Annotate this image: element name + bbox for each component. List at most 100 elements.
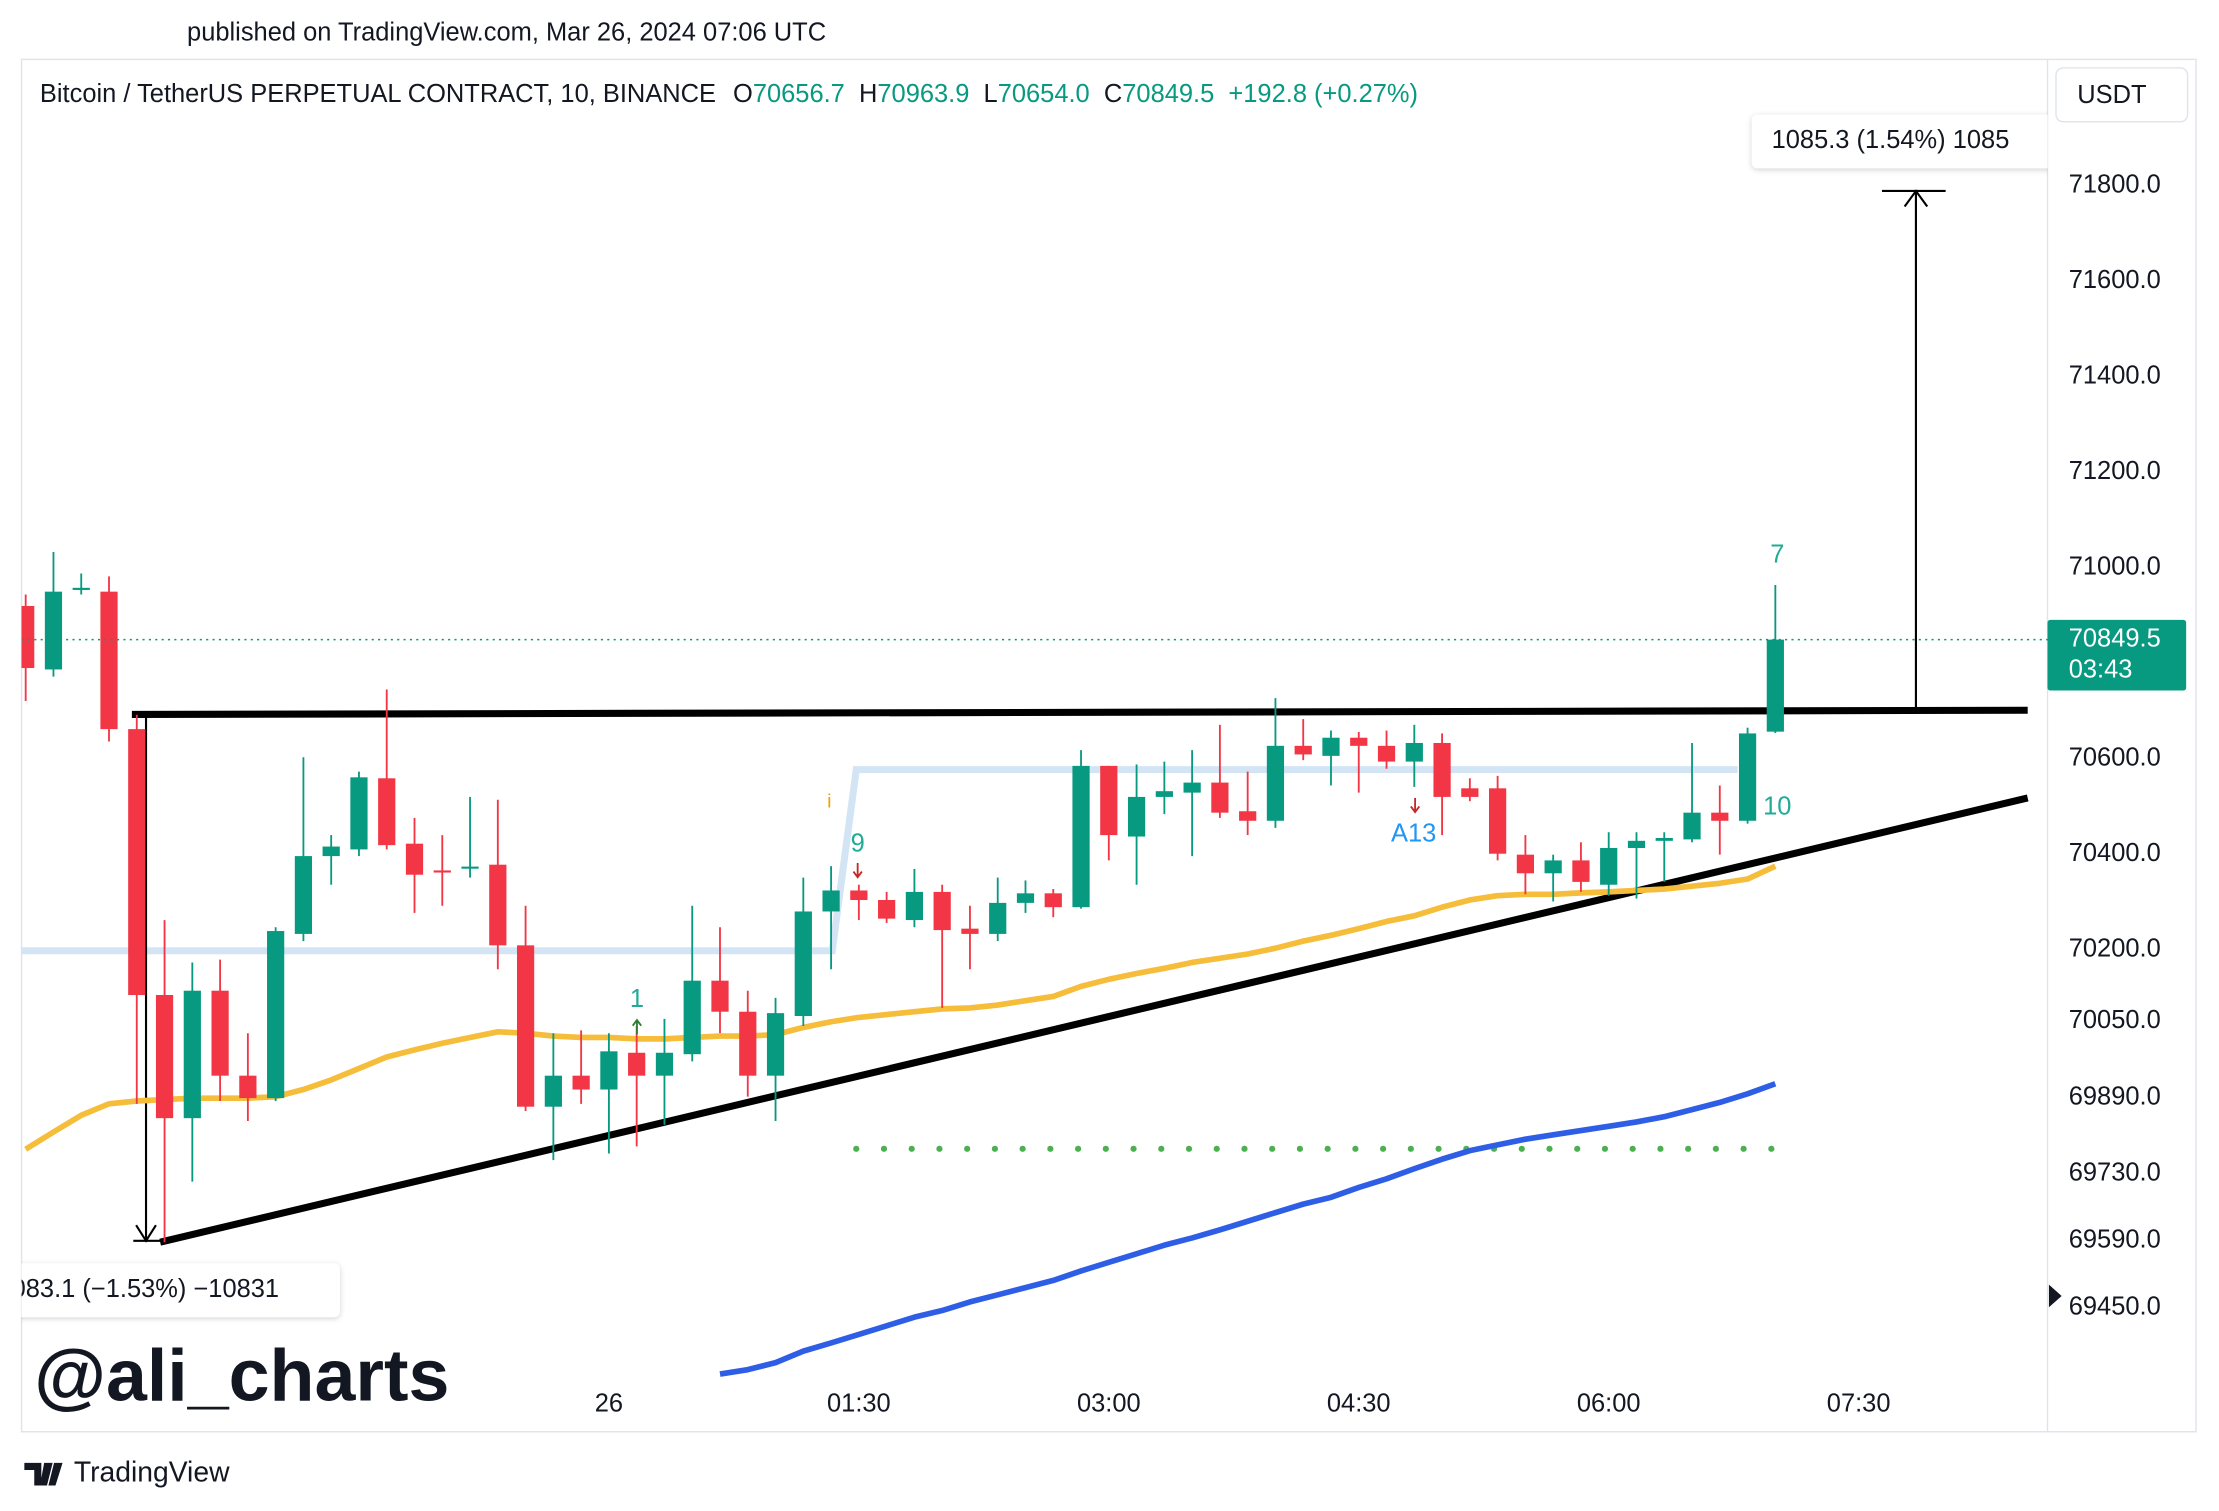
stop-dots <box>853 1145 1775 1152</box>
candle-body <box>461 866 479 869</box>
y-tick-label: 70400.0 <box>2069 839 2161 867</box>
x-tick-label: 01:30 <box>827 1390 891 1418</box>
footer-brand: TradingView <box>74 1456 230 1488</box>
candle-body <box>655 1052 674 1076</box>
watermark: @ali_charts <box>34 1333 449 1416</box>
candle-body <box>1072 765 1090 908</box>
published-note: published on TradingView.com, Mar 26, 20… <box>187 19 826 47</box>
candle-body <box>1766 639 1784 732</box>
candle-body <box>683 980 701 1055</box>
signal-label: 7 <box>1770 541 1784 569</box>
signal-arrow <box>852 863 863 879</box>
stop-dot <box>1047 1145 1054 1152</box>
measure-box <box>21 1263 340 1318</box>
candle-body <box>1572 860 1590 882</box>
candle-body <box>72 587 90 590</box>
y-tick-label: 71000.0 <box>2069 553 2161 581</box>
logo-mark <box>24 1462 63 1486</box>
candle-body <box>1044 893 1062 908</box>
stop-dot <box>1768 1145 1775 1152</box>
y-tick-label: 71400.0 <box>2069 362 2161 390</box>
series-layer <box>21 552 2048 1377</box>
stop-dot <box>1712 1145 1719 1152</box>
candle-body <box>350 777 368 850</box>
candle-body <box>766 1013 785 1076</box>
candle-body <box>1655 837 1673 841</box>
candle-body <box>1433 742 1451 797</box>
stop-dot <box>1601 1145 1609 1152</box>
signal-label: 9 <box>851 829 865 857</box>
candle-body <box>1350 737 1368 746</box>
candle-body <box>600 1051 618 1090</box>
y-tick-label: 69450.0 <box>2069 1292 2161 1320</box>
candle-body <box>100 591 118 730</box>
ohlc-letter: L <box>984 80 998 108</box>
scroll-arrow[interactable] <box>2048 1284 2062 1308</box>
candle-body <box>155 995 174 1119</box>
y-tick-label: 71800.0 <box>2069 171 2161 199</box>
stop-dot <box>1657 1145 1664 1152</box>
candle-body <box>1016 893 1035 903</box>
signal-label: 1 <box>630 985 644 1013</box>
candle-body <box>1627 840 1646 848</box>
y-tick-label: 70050.0 <box>2069 1006 2161 1034</box>
currency-button[interactable] <box>2055 67 2189 123</box>
candle-body <box>961 928 979 934</box>
candle-body <box>1211 782 1229 813</box>
ohlc-letter: O <box>733 80 753 108</box>
candle-body <box>183 990 201 1119</box>
stop-dot <box>1546 1145 1553 1152</box>
candle-body <box>1516 854 1534 874</box>
stop-dot <box>1518 1145 1525 1152</box>
candle-body <box>322 846 340 857</box>
ohlc-value: 70963.9 <box>877 80 969 108</box>
candle-body <box>378 778 396 846</box>
candle-body <box>1266 745 1285 821</box>
stop-dot <box>1407 1145 1414 1152</box>
stop-dot <box>853 1145 860 1152</box>
candle-body <box>794 911 812 1017</box>
stop-dot <box>908 1145 915 1152</box>
stop-dot <box>936 1145 943 1152</box>
candle-body <box>1405 742 1423 762</box>
candle-body <box>1239 811 1257 821</box>
candle-body <box>267 931 285 1099</box>
y-tick-label: 70600.0 <box>2069 743 2161 771</box>
last-price-box <box>2047 619 2187 691</box>
candle-body <box>1294 745 1312 755</box>
candle-body <box>850 890 868 901</box>
stop-dot <box>1213 1145 1220 1152</box>
moving-average <box>24 863 1777 1152</box>
candle-body <box>405 843 424 875</box>
candle-body <box>628 1052 646 1076</box>
y-tick-label: 71200.0 <box>2069 457 2161 485</box>
stop-dot <box>1158 1145 1165 1152</box>
candle-body <box>1738 733 1757 821</box>
countdown: 03:43 <box>2069 655 2133 683</box>
x-tick-label: 07:30 <box>1827 1390 1891 1418</box>
stop-dot <box>1296 1145 1304 1152</box>
stop-dot <box>1241 1145 1248 1152</box>
x-tick-label: 06:00 <box>1577 1390 1641 1418</box>
x-tick-label: 04:30 <box>1327 1390 1391 1418</box>
stop-dot <box>1685 1145 1692 1152</box>
measure-box <box>1751 114 2048 169</box>
candle-body <box>489 864 507 946</box>
stop-dot <box>880 1145 888 1152</box>
currency[interactable]: USDT <box>2077 81 2146 109</box>
stop-dot <box>1352 1145 1359 1152</box>
candle-body <box>1127 796 1146 837</box>
candle-body <box>711 980 729 1012</box>
ohlc-value: 70656.7 <box>753 80 845 108</box>
signal-label: i <box>827 790 831 812</box>
candle-body <box>211 990 229 1076</box>
frame <box>20 58 2197 1433</box>
change: +192.8 (+0.27%) <box>1228 80 1418 108</box>
candle-body <box>989 902 1007 934</box>
ohlc-letter: H <box>859 80 877 108</box>
candle-body <box>1377 745 1396 762</box>
candle-body <box>21 605 35 669</box>
signal-label: A13 <box>1391 819 1436 847</box>
